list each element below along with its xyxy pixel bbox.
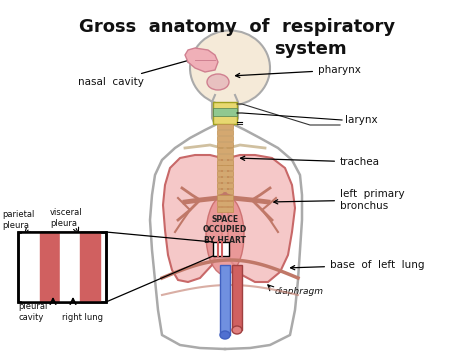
Bar [232, 265, 242, 330]
Bar [217, 183, 233, 188]
Ellipse shape [232, 326, 242, 334]
Bar [217, 148, 233, 153]
Polygon shape [163, 155, 222, 282]
Ellipse shape [206, 195, 244, 275]
Bar [213, 102, 237, 124]
Text: visceral
pleura: visceral pleura [50, 208, 82, 228]
Bar [217, 189, 233, 194]
Text: trachea: trachea [241, 156, 380, 167]
Text: pleural
cavity: pleural cavity [18, 302, 47, 322]
Polygon shape [185, 48, 218, 72]
Bar [217, 201, 233, 206]
Bar [217, 207, 233, 212]
Text: right lung: right lung [62, 313, 103, 323]
Polygon shape [228, 155, 295, 282]
Bar [217, 159, 233, 165]
Bar [217, 130, 233, 135]
Text: nasal  cavity: nasal cavity [78, 59, 191, 87]
Ellipse shape [207, 74, 229, 90]
Bar [217, 165, 233, 171]
Text: left  primary
bronchus: left primary bronchus [273, 189, 405, 211]
Bar [217, 171, 233, 176]
Bar [217, 136, 233, 141]
Text: diaphragm: diaphragm [275, 287, 324, 297]
Bar [220, 265, 230, 335]
Bar [217, 124, 233, 129]
Bar [18, 232, 106, 302]
Bar [217, 195, 233, 200]
Text: SPACE
OCCUPIED
BY HEART: SPACE OCCUPIED BY HEART [203, 215, 247, 245]
Text: parietal
pleura: parietal pleura [2, 210, 35, 230]
Bar [213, 242, 229, 256]
Text: base  of  left  lung: base of left lung [291, 260, 425, 270]
Bar [18, 232, 106, 302]
Bar [217, 154, 233, 159]
Bar [217, 177, 233, 182]
Ellipse shape [190, 31, 270, 106]
Bar [217, 142, 233, 147]
Text: pharynx: pharynx [236, 65, 361, 78]
Text: larynx: larynx [345, 115, 378, 125]
Text: system: system [273, 40, 346, 58]
Text: Gross  anatomy  of  respiratory: Gross anatomy of respiratory [79, 18, 395, 36]
Ellipse shape [220, 331, 230, 339]
Bar [213, 108, 237, 116]
